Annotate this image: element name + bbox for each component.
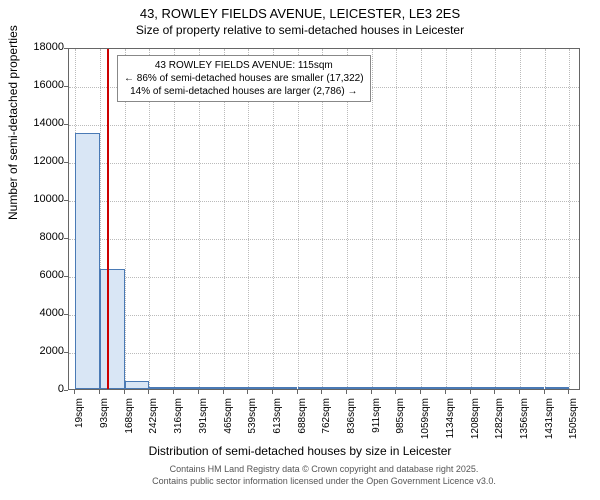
histogram-bar [298, 387, 323, 389]
y-tick-label: 10000 [14, 193, 64, 205]
y-tick-label: 6000 [14, 269, 64, 281]
chart-footer: Contains HM Land Registry data © Crown c… [66, 464, 582, 487]
grid-line-v [471, 49, 472, 389]
x-tick-mark [223, 390, 224, 394]
y-tick-label: 14000 [14, 117, 64, 129]
grid-line-v [421, 49, 422, 389]
histogram-bar [224, 387, 249, 389]
chart-plot-area: 43 ROWLEY FIELDS AVENUE: 115sqm ← 86% of… [68, 48, 580, 390]
grid-line-h [69, 125, 579, 126]
x-tick-mark [272, 390, 273, 394]
chart-title-sub: Size of property relative to semi-detach… [0, 21, 600, 37]
x-tick-mark [420, 390, 421, 394]
x-tick-mark [124, 390, 125, 394]
histogram-bar [347, 387, 372, 389]
grid-line-h [69, 315, 579, 316]
grid-line-h [69, 163, 579, 164]
y-tick-label: 0 [14, 383, 64, 395]
property-marker-line [107, 49, 109, 389]
x-tick-mark [148, 390, 149, 394]
histogram-bar [372, 387, 397, 389]
callout-line2: ← 86% of semi-detached houses are smalle… [124, 72, 364, 85]
y-tick-label: 16000 [14, 79, 64, 91]
footer-line2: Contains public sector information licen… [66, 476, 582, 488]
y-tick-label: 4000 [14, 307, 64, 319]
x-tick-mark [297, 390, 298, 394]
histogram-bar [322, 387, 347, 389]
histogram-bar [520, 387, 545, 389]
grid-line-v [569, 49, 570, 389]
y-tick-mark [64, 390, 68, 391]
histogram-bar [495, 387, 520, 389]
x-tick-mark [321, 390, 322, 394]
callout-line3: 14% of semi-detached houses are larger (… [124, 85, 364, 98]
histogram-bar [248, 387, 273, 389]
grid-line-v [396, 49, 397, 389]
y-tick-label: 12000 [14, 155, 64, 167]
x-tick-mark [74, 390, 75, 394]
x-tick-mark [198, 390, 199, 394]
grid-line-h [69, 353, 579, 354]
x-tick-mark [371, 390, 372, 394]
x-tick-mark [519, 390, 520, 394]
x-tick-mark [544, 390, 545, 394]
x-tick-mark [247, 390, 248, 394]
x-tick-mark [470, 390, 471, 394]
histogram-bar [100, 269, 125, 389]
histogram-bar [471, 387, 496, 389]
y-tick-label: 18000 [14, 41, 64, 53]
histogram-bar [273, 387, 298, 389]
histogram-bar [174, 387, 199, 389]
x-tick-mark [494, 390, 495, 394]
grid-line-v [446, 49, 447, 389]
property-callout: 43 ROWLEY FIELDS AVENUE: 115sqm ← 86% of… [117, 55, 371, 102]
grid-line-h [69, 277, 579, 278]
x-tick-mark [568, 390, 569, 394]
grid-line-v [545, 49, 546, 389]
x-tick-mark [445, 390, 446, 394]
grid-line-h [69, 239, 579, 240]
histogram-bar [421, 387, 446, 389]
grid-line-v [520, 49, 521, 389]
x-tick-mark [173, 390, 174, 394]
x-axis-title: Distribution of semi-detached houses by … [0, 444, 600, 458]
grid-line-v [372, 49, 373, 389]
footer-line1: Contains HM Land Registry data © Crown c… [66, 464, 582, 476]
x-tick-mark [346, 390, 347, 394]
callout-line1: 43 ROWLEY FIELDS AVENUE: 115sqm [124, 59, 364, 72]
histogram-bar [75, 133, 100, 390]
chart-title-main: 43, ROWLEY FIELDS AVENUE, LEICESTER, LE3… [0, 0, 600, 21]
histogram-bar [446, 387, 471, 389]
y-tick-label: 2000 [14, 345, 64, 357]
x-tick-mark [99, 390, 100, 394]
grid-line-v [495, 49, 496, 389]
histogram-bar [396, 387, 421, 389]
x-tick-mark [395, 390, 396, 394]
histogram-bar [149, 387, 174, 389]
y-tick-label: 8000 [14, 231, 64, 243]
histogram-bar [125, 381, 150, 389]
grid-line-h [69, 201, 579, 202]
histogram-bar [545, 387, 570, 389]
histogram-bar [199, 387, 224, 389]
